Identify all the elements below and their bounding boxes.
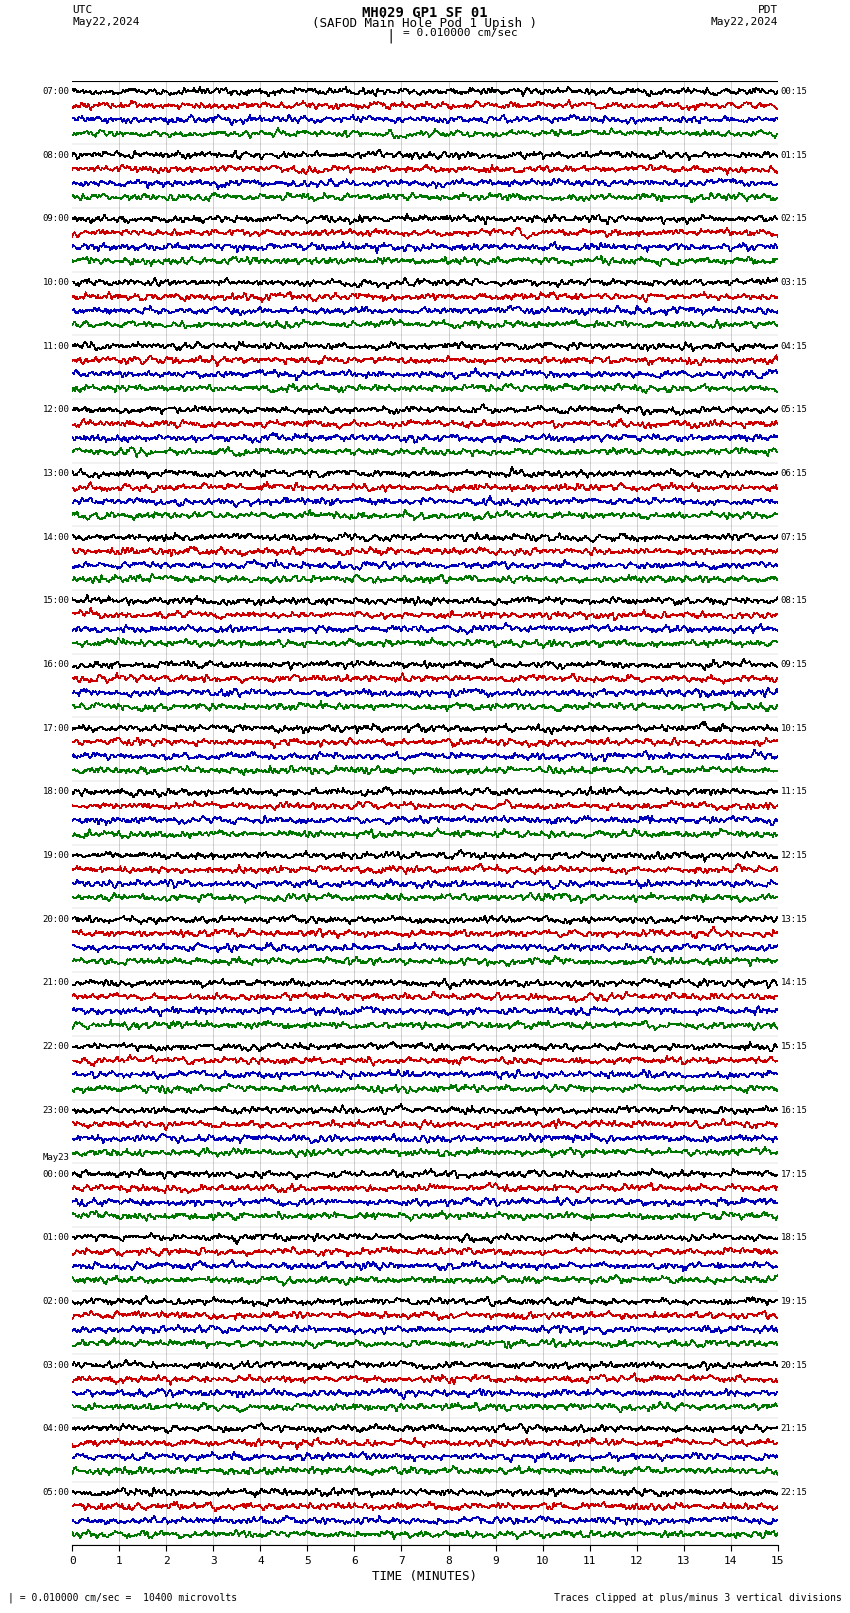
Text: May22,2024: May22,2024: [72, 18, 139, 27]
Text: 09:00: 09:00: [42, 215, 70, 223]
Text: |: |: [387, 29, 395, 42]
Text: 09:15: 09:15: [780, 660, 808, 669]
Text: 16:15: 16:15: [780, 1107, 808, 1115]
Text: 05:15: 05:15: [780, 405, 808, 415]
Text: 05:00: 05:00: [42, 1487, 70, 1497]
Text: 01:00: 01:00: [42, 1234, 70, 1242]
Text: 10:15: 10:15: [780, 724, 808, 732]
Text: Traces clipped at plus/minus 3 vertical divisions: Traces clipped at plus/minus 3 vertical …: [553, 1594, 842, 1603]
Text: 03:15: 03:15: [780, 277, 808, 287]
Text: | = 0.010000 cm/sec =  10400 microvolts: | = 0.010000 cm/sec = 10400 microvolts: [8, 1592, 238, 1603]
Text: 16:00: 16:00: [42, 660, 70, 669]
Text: 22:15: 22:15: [780, 1487, 808, 1497]
Text: 17:15: 17:15: [780, 1169, 808, 1179]
Text: 06:15: 06:15: [780, 469, 808, 477]
Text: 08:15: 08:15: [780, 597, 808, 605]
Text: 14:00: 14:00: [42, 532, 70, 542]
Text: 13:00: 13:00: [42, 469, 70, 477]
Text: 11:00: 11:00: [42, 342, 70, 350]
Text: 11:15: 11:15: [780, 787, 808, 797]
Text: 21:15: 21:15: [780, 1424, 808, 1434]
Text: 12:00: 12:00: [42, 405, 70, 415]
Text: 07:00: 07:00: [42, 87, 70, 97]
Text: 18:00: 18:00: [42, 787, 70, 797]
Text: 20:00: 20:00: [42, 915, 70, 924]
Text: 14:15: 14:15: [780, 979, 808, 987]
Text: 07:15: 07:15: [780, 532, 808, 542]
Text: 15:15: 15:15: [780, 1042, 808, 1052]
Text: PDT: PDT: [757, 5, 778, 15]
Text: UTC: UTC: [72, 5, 93, 15]
Text: 02:00: 02:00: [42, 1297, 70, 1307]
Text: 03:00: 03:00: [42, 1360, 70, 1369]
Text: MH029 GP1 SF 01: MH029 GP1 SF 01: [362, 5, 488, 19]
Text: 08:00: 08:00: [42, 150, 70, 160]
X-axis label: TIME (MINUTES): TIME (MINUTES): [372, 1569, 478, 1582]
Text: 15:00: 15:00: [42, 597, 70, 605]
Text: 20:15: 20:15: [780, 1360, 808, 1369]
Text: (SAFOD Main Hole Pod 1 Upish ): (SAFOD Main Hole Pod 1 Upish ): [313, 18, 537, 31]
Text: 01:15: 01:15: [780, 150, 808, 160]
Text: 00:00: 00:00: [42, 1169, 70, 1179]
Text: 19:15: 19:15: [780, 1297, 808, 1307]
Text: 12:15: 12:15: [780, 852, 808, 860]
Text: 10:00: 10:00: [42, 277, 70, 287]
Text: 18:15: 18:15: [780, 1234, 808, 1242]
Text: 02:15: 02:15: [780, 215, 808, 223]
Text: 13:15: 13:15: [780, 915, 808, 924]
Text: 04:15: 04:15: [780, 342, 808, 350]
Text: 17:00: 17:00: [42, 724, 70, 732]
Text: 19:00: 19:00: [42, 852, 70, 860]
Text: May23: May23: [42, 1153, 70, 1163]
Text: 21:00: 21:00: [42, 979, 70, 987]
Text: 23:00: 23:00: [42, 1107, 70, 1115]
Text: = 0.010000 cm/sec: = 0.010000 cm/sec: [403, 27, 518, 37]
Text: 22:00: 22:00: [42, 1042, 70, 1052]
Text: 00:15: 00:15: [780, 87, 808, 97]
Text: May22,2024: May22,2024: [711, 18, 778, 27]
Text: 04:00: 04:00: [42, 1424, 70, 1434]
